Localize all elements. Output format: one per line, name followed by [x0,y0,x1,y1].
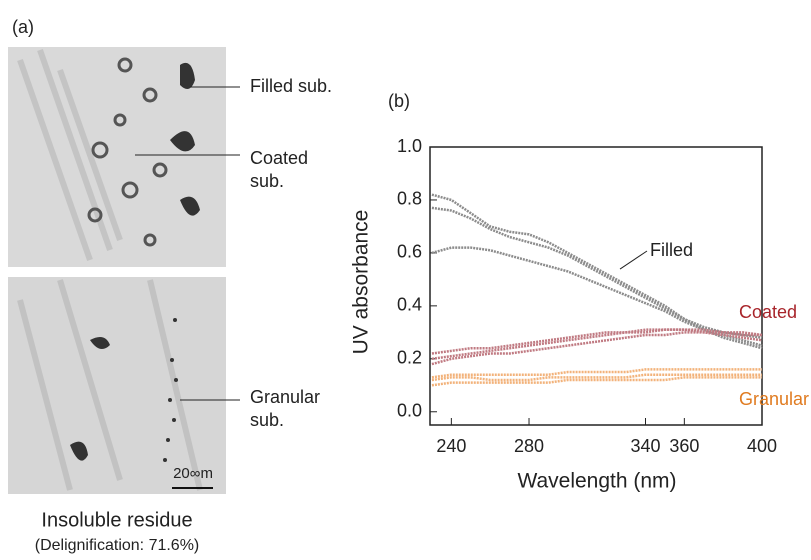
x-tick-label: 340 [630,436,660,456]
panel-label: (a) [12,17,34,37]
y-tick-label: 0.8 [397,189,422,209]
annotation: Granular [250,387,320,407]
annotation: Coated [250,148,308,168]
scale-bar-label: 20∞m [173,465,213,482]
curve [431,328,763,355]
x-tick-label: 280 [514,436,544,456]
y-tick-label: 0.0 [397,401,422,421]
x-tick-label: 400 [747,436,777,456]
series-label: Granular [739,389,809,409]
y-axis-label: UV absorbance [350,210,373,355]
curve [431,373,762,382]
plot-frame [429,146,763,426]
micrograph-top [8,47,226,267]
annotation: Filled sub. [250,76,332,96]
leader-line [619,250,648,270]
annotation: sub. [250,410,284,430]
caption: Insoluble residue [41,509,192,531]
x-axis-label: Wavelength (nm) [517,470,676,493]
curve [431,368,762,379]
y-tick-label: 0.4 [397,295,422,315]
x-tick-label: 360 [669,436,699,456]
y-tick-label: 0.2 [397,348,422,368]
y-tick-label: 0.6 [397,242,422,262]
series-label: Filled [650,240,693,260]
x-tick-label: 240 [436,436,466,456]
subcaption: (Delignification: 71.6%) [35,537,200,554]
annotation: sub. [250,171,284,191]
curve [431,331,763,366]
y-tick-label: 1.0 [397,136,422,156]
panel-label: (b) [388,91,410,111]
curve [431,376,762,387]
curve [431,206,763,339]
series-label: Coated [739,302,797,322]
micrograph-bottom [8,277,226,494]
leader-lines [135,86,240,401]
